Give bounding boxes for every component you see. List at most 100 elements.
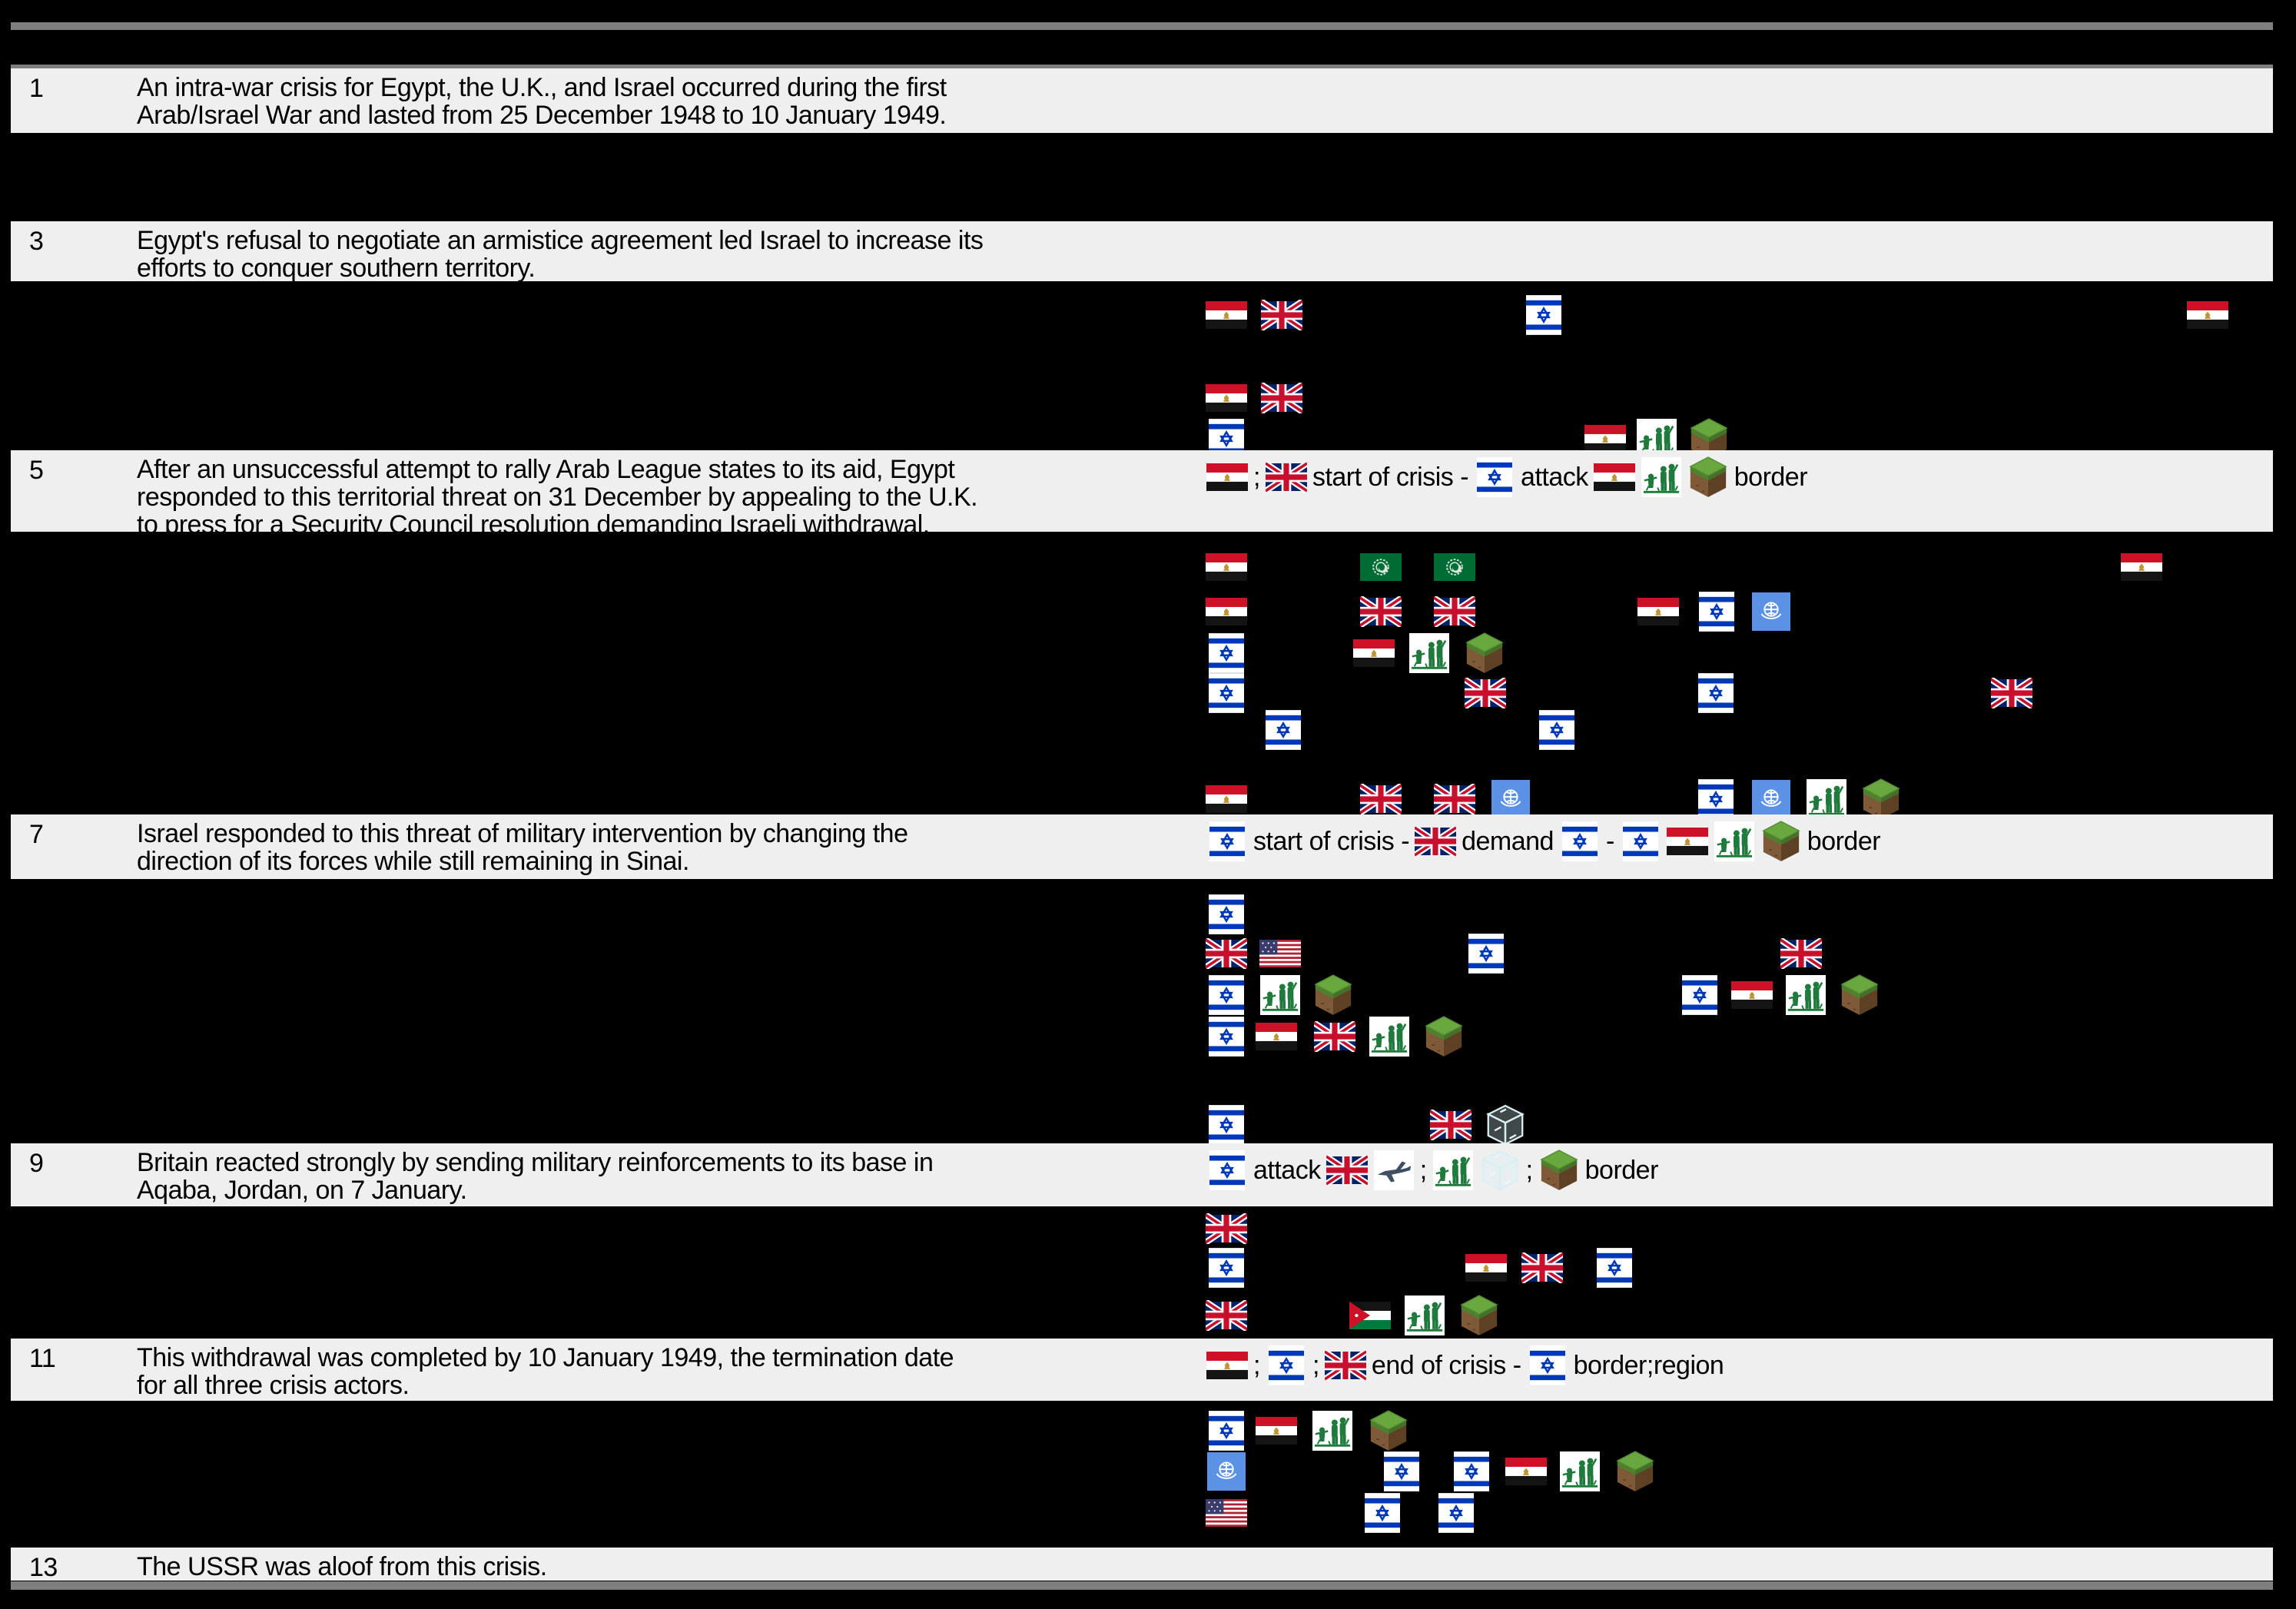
sentence-line: Egypt's refusal to negotiate an armistic…	[137, 226, 984, 255]
annotation-text: border;region	[1573, 1350, 1724, 1380]
egypt-flag	[1352, 632, 1395, 675]
sentence-row-3: 3 Egypt's refusal to negotiate an armisti…	[11, 221, 2273, 282]
israel-flag	[1262, 708, 1305, 751]
sentence-row-1: 1 An intra-war crisis for Egypt, the U.K.…	[11, 68, 2273, 133]
sentence-line: After an unsuccessful attempt to rally A…	[137, 455, 955, 484]
event-icon-row	[0, 1450, 2296, 1493]
soldiers-icon	[1432, 1149, 1474, 1192]
soldiers-icon	[1259, 974, 1302, 1017]
egypt-flag	[1666, 820, 1708, 863]
uk-flag	[1326, 1149, 1368, 1192]
row-number: 9	[29, 1149, 44, 1178]
airplane-icon	[1373, 1149, 1415, 1192]
egypt-flag	[1205, 294, 1248, 337]
annotation-text: ;	[1525, 1155, 1533, 1185]
event-annotation: attack;; border	[1206, 1148, 1658, 1193]
annotation-text: demand	[1462, 826, 1554, 856]
divider-bar	[11, 65, 2273, 68]
sentence-line: This withdrawal was completed by 10 Janu…	[137, 1343, 954, 1372]
soldiers-icon	[1368, 1015, 1411, 1058]
uk-flag	[1324, 1344, 1366, 1387]
event-icon-row	[0, 1103, 2296, 1146]
ice-cube-icon	[1484, 1103, 1527, 1146]
egypt-flag	[1730, 974, 1773, 1017]
uk-flag	[1359, 778, 1402, 821]
israel-flag	[1593, 1246, 1636, 1289]
grass-block-icon	[1422, 1015, 1465, 1058]
row-number: 1	[29, 74, 44, 103]
row-number: 13	[29, 1553, 58, 1582]
israel-flag	[1474, 456, 1515, 499]
uk-flag	[1433, 590, 1476, 633]
israel-flag	[1205, 1246, 1248, 1289]
divider-bar	[11, 22, 2273, 30]
grass-block-icon	[1367, 1409, 1410, 1452]
israel-flag	[1205, 893, 1248, 936]
grass-block-icon	[1838, 974, 1881, 1017]
event-icon-row	[0, 632, 2296, 675]
jordan-flag	[1349, 1294, 1392, 1337]
israel-flag	[1266, 1344, 1307, 1387]
israel-flag	[1527, 1344, 1568, 1387]
sentence-text: The USSR was aloof from this crisis.	[137, 1553, 547, 1581]
ice-cube-icon	[1479, 1149, 1521, 1192]
uk-flag	[1205, 1294, 1248, 1337]
israel-flag	[1678, 974, 1721, 1017]
row-number: 11	[29, 1344, 56, 1373]
annotation-text: ;	[1419, 1155, 1427, 1185]
grass-block-icon	[1312, 974, 1355, 1017]
event-icon-row	[0, 590, 2296, 633]
annotation-text: ;	[1253, 462, 1260, 492]
sentence-text: Britain reacted strongly by sending mili…	[137, 1149, 934, 1204]
annotation-text: ;	[1312, 1350, 1319, 1380]
soldiers-icon	[1784, 974, 1827, 1017]
israel-flag	[1435, 1491, 1478, 1534]
egypt-flag	[1255, 1015, 1298, 1058]
egypt-flag	[1637, 590, 1680, 633]
grass-block-icon	[1860, 778, 1903, 821]
egypt-flag	[1205, 778, 1248, 821]
sentence-line: Israel responded to this threat of milit…	[137, 819, 908, 848]
grass-block-icon	[1538, 1149, 1580, 1192]
egypt-flag	[2120, 546, 2163, 589]
sentence-row-7: 7 Israel responded to this threat of mili…	[11, 814, 2273, 879]
israel-flag	[1450, 1450, 1493, 1493]
egypt-flag	[1205, 590, 1248, 633]
us-flag	[1259, 932, 1302, 975]
israel-flag	[1206, 1149, 1248, 1192]
uk-flag	[1464, 672, 1507, 715]
soldiers-icon	[1641, 456, 1682, 499]
soldiers-icon	[1714, 820, 1755, 863]
israel-flag	[1205, 1103, 1248, 1146]
us-flag	[1205, 1491, 1248, 1534]
un-flag	[1205, 1450, 1248, 1493]
sentence-row-11: 11 This withdrawal was completed by 10 Ja…	[11, 1339, 2273, 1401]
israel-flag	[1361, 1491, 1404, 1534]
egypt-flag	[1206, 1344, 1248, 1387]
annotation-text: start of crisis -	[1312, 462, 1469, 492]
israel-flag	[1465, 932, 1508, 975]
israel-flag	[1694, 672, 1737, 715]
israel-flag	[1205, 1409, 1248, 1452]
arab-league-flag	[1359, 546, 1402, 589]
arab-league-flag	[1433, 546, 1476, 589]
soldiers-icon	[1311, 1409, 1354, 1452]
soldiers-icon	[1403, 1294, 1446, 1337]
egypt-flag	[2186, 294, 2229, 337]
uk-flag	[1260, 377, 1303, 420]
annotation-text: border	[1807, 826, 1881, 856]
israel-flag	[1695, 590, 1738, 633]
grass-block-icon	[1458, 1294, 1501, 1337]
event-icon-row	[0, 1294, 2296, 1337]
egypt-flag	[1205, 546, 1248, 589]
egypt-flag	[1584, 417, 1627, 460]
sentence-text: Israel responded to this threat of milit…	[137, 819, 908, 876]
annotation-text: end of crisis -	[1371, 1350, 1521, 1380]
grass-block-icon	[1463, 632, 1506, 675]
annotation-text: -	[1605, 826, 1614, 856]
sentence-line: direction of its forces while still rema…	[137, 847, 689, 876]
sentence-text: After an unsuccessful attempt to rally A…	[137, 455, 978, 539]
event-icon-row	[0, 1409, 2296, 1452]
event-icon-row	[0, 1246, 2296, 1289]
